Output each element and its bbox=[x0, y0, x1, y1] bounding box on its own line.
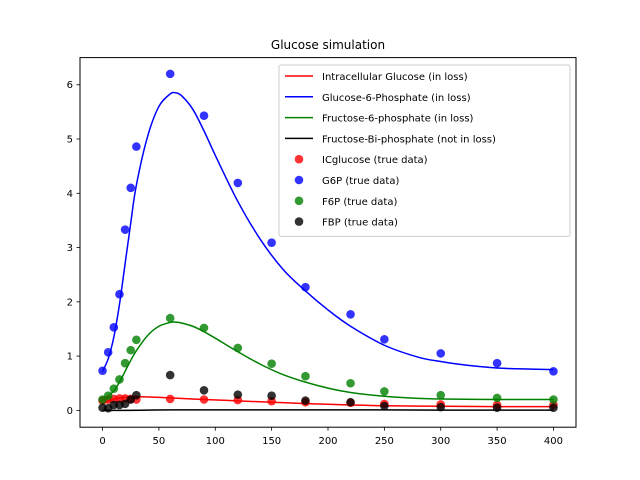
legend-label: G6P (true data) bbox=[322, 176, 399, 187]
legend-label: Intracellular Glucose (in loss) bbox=[322, 72, 468, 83]
data-point-f6p-true-data bbox=[346, 378, 355, 388]
legend-label: Fructose-Bi-phosphate (not in loss) bbox=[322, 134, 496, 145]
data-point-f6p-true-data bbox=[109, 384, 119, 393]
x-tick-label: 150 bbox=[262, 436, 281, 447]
data-point-g6p-true-data bbox=[103, 348, 113, 357]
data-point-g6p-true-data bbox=[98, 366, 107, 376]
data-point-f6p-true-data bbox=[267, 359, 276, 369]
data-point-fbp-true-data bbox=[132, 390, 141, 400]
x-tick-label: 0 bbox=[99, 436, 105, 447]
data-point-fbp-true-data bbox=[301, 396, 310, 405]
series-line-glucose-6-phosphate-in-loss bbox=[101, 91, 554, 372]
legend-label: FBP (true data) bbox=[322, 218, 398, 229]
y-tick-label: 4 bbox=[67, 189, 73, 200]
data-point-g6p-true-data bbox=[132, 142, 141, 151]
data-point-fbp-true-data bbox=[233, 390, 243, 399]
legend-label: F6P (true data) bbox=[322, 197, 397, 208]
x-tick-label: 50 bbox=[153, 436, 166, 447]
data-point-g6p-true-data bbox=[436, 349, 446, 358]
y-tick-label: 3 bbox=[67, 243, 73, 254]
legend-marker-swatch bbox=[294, 217, 304, 226]
data-point-f6p-true-data bbox=[436, 390, 446, 400]
data-point-icglucose-true-data bbox=[199, 395, 209, 404]
data-point-g6p-true-data bbox=[109, 323, 119, 332]
data-point-f6p-true-data bbox=[549, 395, 558, 404]
data-point-f6p-true-data bbox=[199, 323, 209, 333]
x-tick-label: 250 bbox=[375, 436, 394, 447]
data-point-f6p-true-data bbox=[165, 313, 175, 323]
x-tick-label: 300 bbox=[431, 436, 450, 447]
data-point-g6p-true-data bbox=[267, 238, 276, 247]
legend: Intracellular Glucose (in loss) Glucose-6… bbox=[278, 64, 571, 237]
data-point-g6p-true-data bbox=[199, 111, 209, 120]
data-point-f6p-true-data bbox=[132, 335, 141, 345]
data-point-fbp-true-data bbox=[267, 391, 276, 401]
y-tick-label: 5 bbox=[67, 135, 73, 146]
data-point-g6p-true-data bbox=[549, 366, 558, 376]
x-tick-label: 200 bbox=[318, 436, 337, 447]
chart-title: Glucose simulation bbox=[271, 38, 385, 52]
legend-marker-swatch bbox=[294, 175, 304, 185]
data-point-f6p-true-data bbox=[103, 391, 113, 401]
data-point-g6p-true-data bbox=[380, 334, 389, 344]
data-point-g6p-true-data bbox=[115, 289, 124, 299]
y-tick-label: 0 bbox=[67, 406, 73, 417]
data-point-f6p-true-data bbox=[233, 343, 243, 353]
legend-box bbox=[278, 64, 571, 237]
data-point-fbp-true-data bbox=[436, 402, 446, 412]
data-point-fbp-true-data bbox=[549, 403, 558, 412]
y-tick-label: 6 bbox=[67, 80, 73, 91]
y-tick-label: 2 bbox=[67, 297, 73, 308]
data-point-g6p-true-data bbox=[301, 282, 310, 292]
data-point-icglucose-true-data bbox=[165, 394, 175, 404]
data-point-fbp-true-data bbox=[492, 403, 502, 412]
data-point-fbp-true-data bbox=[380, 401, 389, 411]
y-tick-label: 1 bbox=[67, 352, 73, 363]
legend-label: Fructose-6-phosphate (in loss) bbox=[322, 114, 474, 125]
x-axis: 0 50 100 150 200 250 300 350 400 bbox=[99, 427, 563, 447]
data-point-g6p-true-data bbox=[233, 178, 243, 188]
series-line-fructose-bi-phosphate-not-in-loss bbox=[102, 409, 554, 412]
data-point-g6p-true-data bbox=[346, 310, 355, 319]
x-tick-label: 400 bbox=[544, 436, 563, 447]
data-point-fbp-true-data bbox=[165, 370, 175, 380]
data-point-f6p-true-data bbox=[120, 358, 130, 368]
data-point-fbp-true-data bbox=[346, 397, 355, 407]
data-point-fbp-true-data bbox=[199, 385, 209, 395]
series-line-fructose-6-phosphate-in-loss bbox=[102, 321, 554, 401]
data-point-f6p-true-data bbox=[492, 393, 502, 403]
data-point-g6p-true-data bbox=[165, 69, 175, 79]
data-point-f6p-true-data bbox=[115, 375, 124, 384]
x-tick-label: 350 bbox=[488, 436, 507, 447]
y-axis: 0 1 2 3 4 5 6 bbox=[67, 80, 80, 417]
legend-label: ICglucose (true data) bbox=[322, 155, 428, 166]
x-tick-label: 100 bbox=[206, 436, 225, 447]
data-point-g6p-true-data bbox=[126, 183, 136, 193]
legend-marker-swatch bbox=[294, 154, 304, 164]
plot-frame bbox=[79, 57, 577, 428]
data-point-f6p-true-data bbox=[126, 345, 136, 355]
data-point-f6p-true-data bbox=[301, 371, 310, 381]
legend-label: Glucose-6-Phosphate (in loss) bbox=[322, 93, 471, 104]
plot-area bbox=[98, 69, 558, 413]
data-point-g6p-true-data bbox=[120, 225, 130, 234]
legend-marker-swatch bbox=[294, 196, 304, 206]
data-point-f6p-true-data bbox=[380, 387, 389, 396]
data-point-g6p-true-data bbox=[492, 358, 502, 368]
